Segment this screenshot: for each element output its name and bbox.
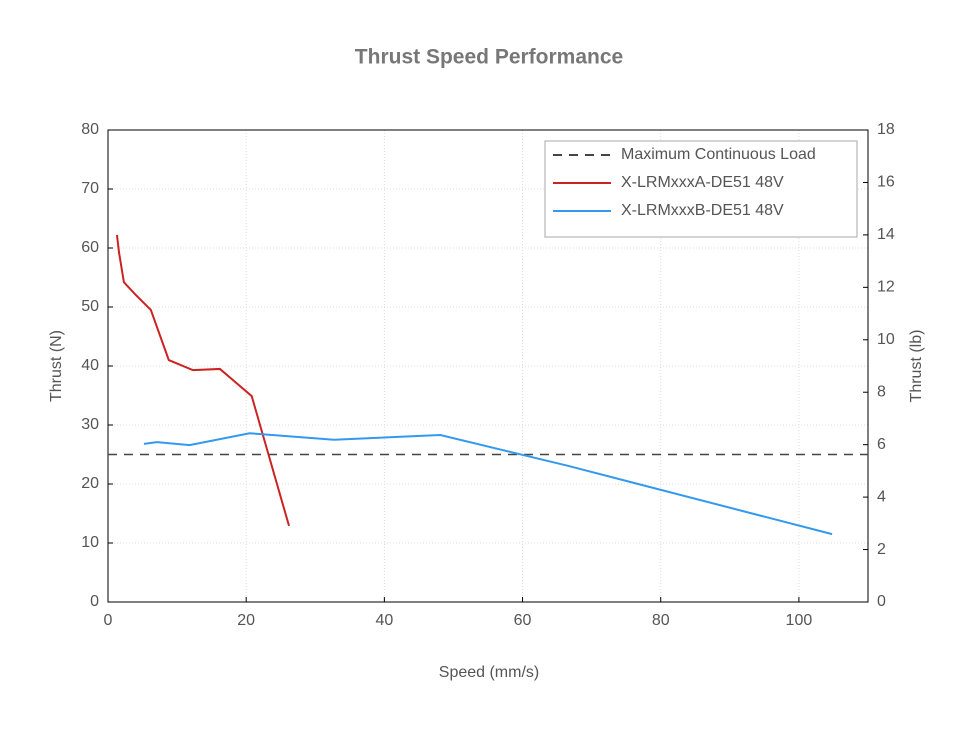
y2-tick-label: 6 bbox=[877, 436, 886, 453]
y-tick-label: 10 bbox=[81, 534, 99, 551]
y2-tick-label: 12 bbox=[877, 279, 895, 296]
y2-tick-label: 14 bbox=[877, 226, 895, 243]
y2-tick-label: 4 bbox=[877, 488, 886, 505]
series-line bbox=[143, 432, 833, 536]
y-tick-label: 50 bbox=[81, 298, 99, 315]
x-tick-label: 0 bbox=[104, 612, 113, 629]
chart-title: Thrust Speed Performance bbox=[355, 46, 623, 69]
x-tick-label: 100 bbox=[786, 612, 813, 629]
legend-label: X-LRMxxxA-DE51 48V bbox=[621, 174, 784, 191]
y2-tick-label: 2 bbox=[877, 541, 886, 558]
y2-tick-label: 18 bbox=[877, 121, 895, 138]
y2-tick-label: 0 bbox=[877, 593, 886, 610]
x-tick-label: 80 bbox=[652, 612, 670, 629]
x-tick-label: 20 bbox=[237, 612, 255, 629]
y-tick-label: 70 bbox=[81, 180, 99, 197]
x-axis-label: Speed (mm/s) bbox=[439, 664, 539, 681]
y2-axis-label: Thrust (lb) bbox=[908, 330, 925, 403]
y-tick-label: 80 bbox=[81, 121, 99, 138]
legend-label: X-LRMxxxB-DE51 48V bbox=[621, 202, 784, 219]
series-line bbox=[115, 234, 290, 527]
y-tick-label: 60 bbox=[81, 239, 99, 256]
y-tick-label: 40 bbox=[81, 357, 99, 374]
y-tick-label: 0 bbox=[90, 593, 99, 610]
plot-frame bbox=[107, 129, 869, 603]
legend-label: Maximum Continuous Load bbox=[621, 146, 816, 163]
y2-tick-label: 16 bbox=[877, 174, 895, 191]
x-tick-label: 60 bbox=[514, 612, 532, 629]
y-axis-label: Thrust (N) bbox=[48, 330, 65, 402]
y-tick-label: 20 bbox=[81, 475, 99, 492]
legend-box bbox=[544, 140, 858, 238]
y2-tick-label: 10 bbox=[877, 331, 895, 348]
x-tick-label: 40 bbox=[375, 612, 393, 629]
y2-tick-label: 8 bbox=[877, 383, 886, 400]
y-tick-label: 30 bbox=[81, 416, 99, 433]
